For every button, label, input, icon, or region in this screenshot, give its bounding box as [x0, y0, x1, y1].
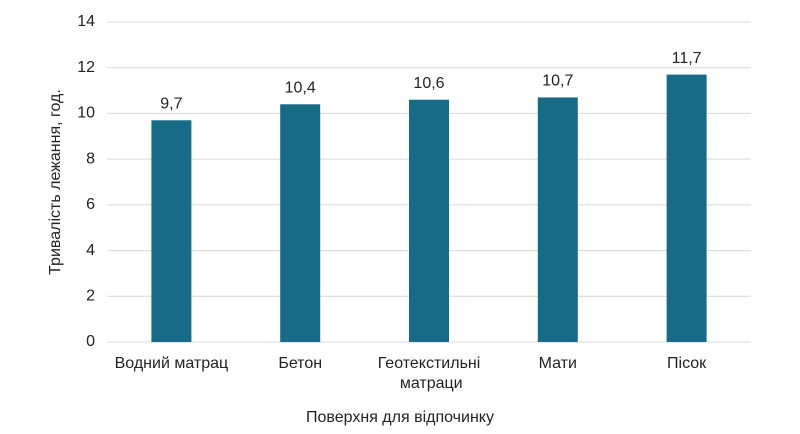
bar: [280, 104, 321, 343]
x-tick-label: Водний матрац: [115, 355, 229, 372]
y-tick-label: 0: [86, 333, 95, 350]
y-tick-label: 2: [86, 288, 95, 305]
value-label: 10,4: [285, 80, 316, 97]
bar: [666, 74, 707, 343]
y-tick-label: 6: [86, 196, 95, 213]
y-axis-label: Тривалість лежання, год.: [47, 89, 64, 275]
y-tick-label: 4: [86, 242, 95, 259]
y-tick-label: 10: [77, 105, 95, 122]
y-tick-label: 14: [77, 13, 95, 30]
value-label: 10,7: [542, 73, 573, 90]
x-tick-label: Бетон: [278, 355, 322, 372]
value-label: 10,6: [413, 75, 444, 92]
bar: [537, 97, 578, 342]
x-tick-label: Мати: [539, 355, 577, 372]
bar: [151, 120, 192, 343]
x-axis-label: Поверхня для відпочинку: [306, 409, 494, 426]
bar: [409, 99, 449, 342]
y-tick-label: 8: [86, 150, 95, 167]
y-tick-label: 12: [77, 59, 95, 76]
value-label: 9,7: [160, 96, 182, 113]
x-tick-label: Пісок: [667, 355, 707, 372]
value-label: 11,7: [672, 50, 702, 67]
x-tick-label: Геотекстильні матраци: [378, 355, 481, 392]
